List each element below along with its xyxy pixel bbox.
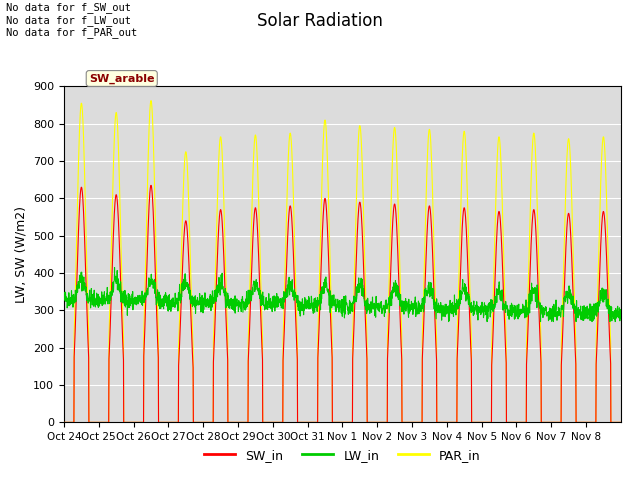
Text: No data for f_SW_out
No data for f_LW_out
No data for f_PAR_out: No data for f_SW_out No data for f_LW_ou…: [6, 2, 138, 38]
Text: SW_arable: SW_arable: [89, 73, 154, 84]
Y-axis label: LW, SW (W/m2): LW, SW (W/m2): [15, 206, 28, 303]
Text: Solar Radiation: Solar Radiation: [257, 12, 383, 30]
Legend: SW_in, LW_in, PAR_in: SW_in, LW_in, PAR_in: [199, 444, 486, 467]
